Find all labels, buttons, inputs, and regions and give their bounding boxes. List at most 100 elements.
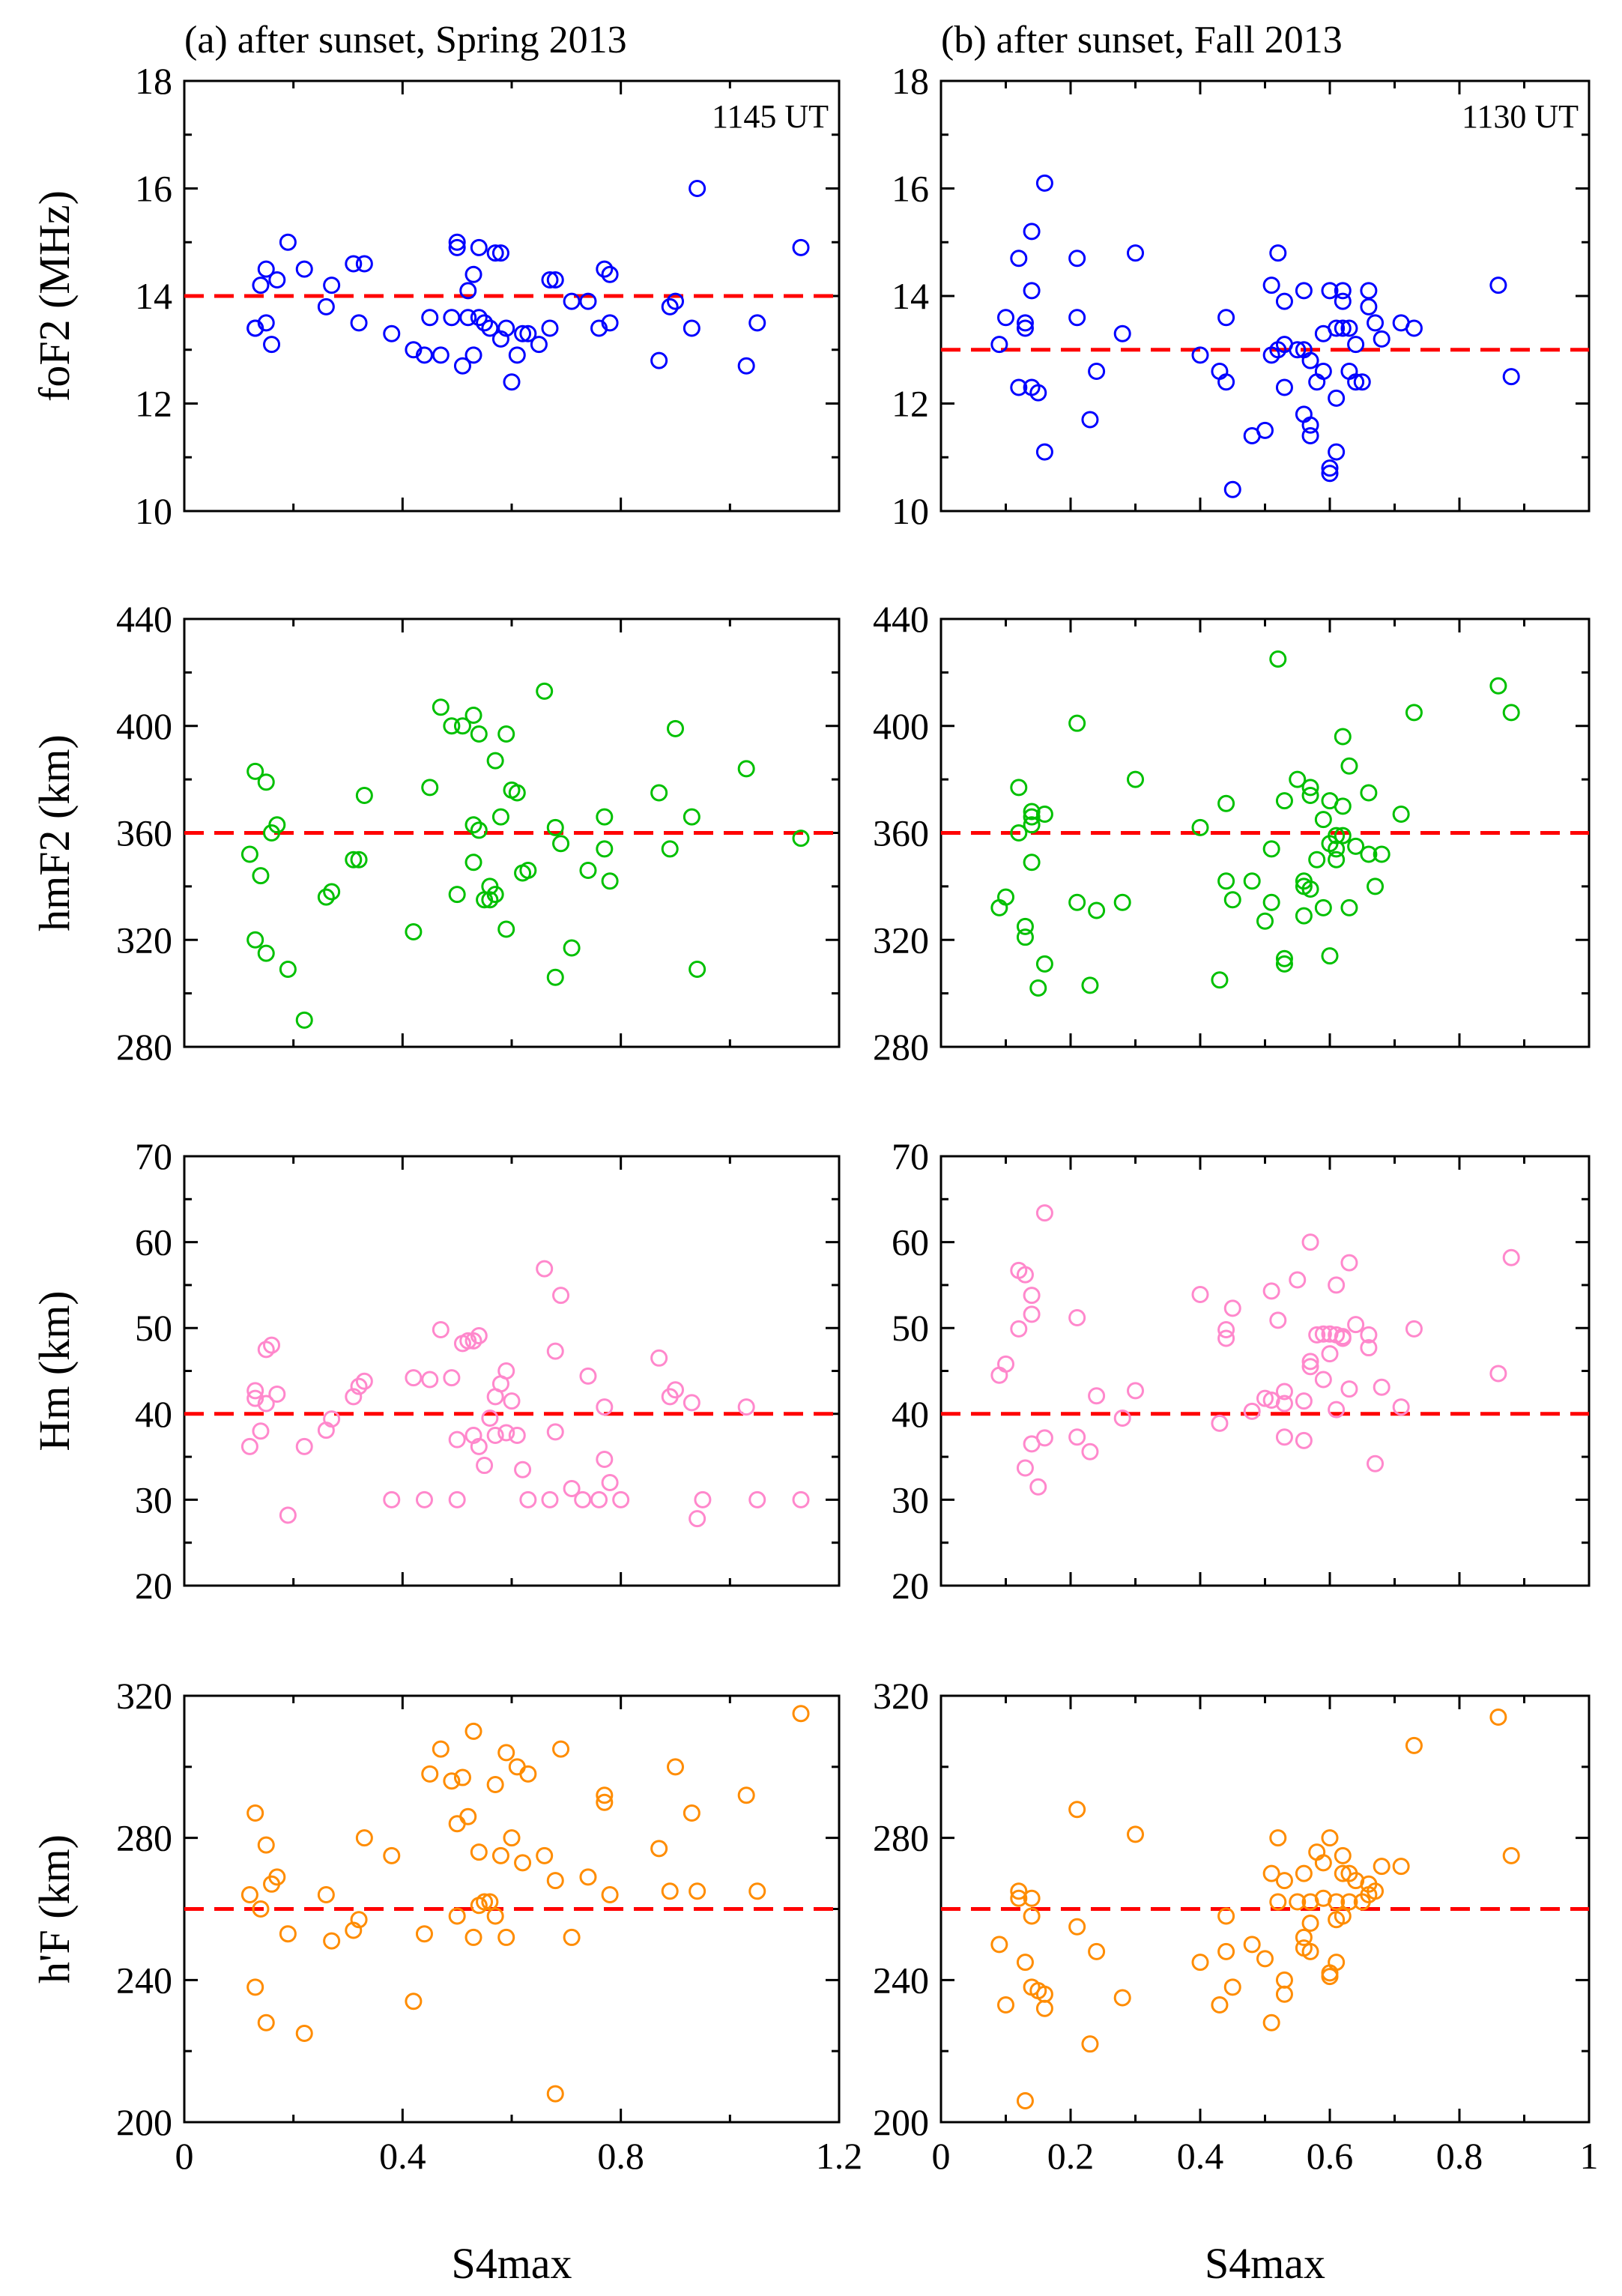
data-point xyxy=(405,1369,423,1387)
data-point xyxy=(1334,827,1352,845)
data-point xyxy=(1223,891,1241,909)
data-point xyxy=(508,784,526,802)
y-tick-label: 360 xyxy=(873,812,929,854)
data-point xyxy=(1367,877,1385,895)
data-point xyxy=(1088,901,1106,919)
data-point xyxy=(355,1372,373,1390)
data-point xyxy=(1328,1401,1346,1419)
chart-panel-left-3: 200 240 280 320 0 0.4 0.8 1.2 h'F (km) S4max xyxy=(30,1675,862,2288)
data-point xyxy=(1275,1985,1293,2003)
data-point xyxy=(497,1744,515,1762)
data-point xyxy=(997,309,1014,327)
data-point xyxy=(268,1868,286,1886)
data-point xyxy=(263,336,281,354)
data-point xyxy=(1275,1428,1293,1446)
data-point xyxy=(491,330,509,348)
data-point xyxy=(1301,787,1319,805)
data-point xyxy=(601,265,619,283)
y-tick-label: 320 xyxy=(116,1675,172,1717)
data-point xyxy=(1010,779,1028,797)
data-point xyxy=(667,719,684,737)
data-point xyxy=(246,931,264,949)
data-point xyxy=(541,1490,559,1508)
data-point xyxy=(1217,1942,1235,1960)
data-point xyxy=(257,1836,275,1854)
data-point xyxy=(579,1868,597,1886)
y-axis-title: hmF2 (km) xyxy=(30,734,79,931)
data-point xyxy=(737,760,755,778)
data-point xyxy=(1010,1320,1028,1338)
data-point xyxy=(1016,1266,1034,1284)
y-tick-label: 320 xyxy=(873,919,929,961)
data-point xyxy=(246,1804,264,1822)
data-point xyxy=(443,1369,461,1387)
data-point xyxy=(1256,912,1274,930)
data-point xyxy=(1035,1204,1053,1222)
data-point xyxy=(257,1395,275,1413)
data-point xyxy=(689,1882,706,1900)
data-point xyxy=(1023,816,1041,834)
data-point xyxy=(295,260,313,278)
data-point xyxy=(1502,704,1520,722)
data-point xyxy=(1502,1248,1520,1266)
data-point xyxy=(1334,797,1352,815)
data-point xyxy=(1223,1978,1241,1996)
data-point xyxy=(355,255,373,273)
data-point xyxy=(323,1932,341,1950)
data-point xyxy=(1328,851,1346,868)
data-point xyxy=(1360,784,1378,802)
y-tick-label: 60 xyxy=(135,1221,172,1263)
data-point xyxy=(486,244,504,262)
y-axis-title: Hm (km) xyxy=(30,1290,79,1451)
y-tick-label: 14 xyxy=(892,275,929,317)
data-point xyxy=(1256,421,1274,439)
data-point xyxy=(596,1398,614,1416)
data-point xyxy=(689,180,706,197)
data-point xyxy=(1301,1914,1319,1932)
data-point xyxy=(421,1765,439,1783)
data-point xyxy=(1367,1882,1385,1900)
data-point xyxy=(1275,292,1293,310)
data-point xyxy=(1262,893,1280,911)
data-point xyxy=(1301,880,1319,898)
data-point xyxy=(546,1423,564,1441)
data-point xyxy=(1068,250,1086,268)
data-point xyxy=(448,233,466,251)
data-point xyxy=(1314,1854,1332,1872)
data-point xyxy=(257,1341,275,1359)
y-tick-label: 240 xyxy=(116,1959,172,2001)
data-point xyxy=(1081,411,1099,429)
data-point xyxy=(464,265,482,283)
data-point xyxy=(546,271,564,288)
data-point xyxy=(1334,728,1352,746)
data-point xyxy=(295,1437,313,1455)
data-point xyxy=(1023,803,1041,821)
data-point xyxy=(1347,373,1365,391)
data-point xyxy=(601,1886,619,1904)
data-point xyxy=(1295,1392,1313,1410)
y-tick-label: 14 xyxy=(135,275,172,317)
data-point xyxy=(1328,389,1346,407)
data-point xyxy=(1334,1864,1352,1882)
data-point xyxy=(459,1807,477,1825)
data-point xyxy=(1191,1954,1209,1972)
data-point xyxy=(443,1772,461,1790)
data-point xyxy=(1243,1936,1261,1954)
data-point xyxy=(579,861,597,879)
data-point xyxy=(792,1490,810,1508)
data-point xyxy=(1275,955,1293,973)
data-point xyxy=(503,1829,521,1847)
data-point xyxy=(596,1786,614,1804)
data-point xyxy=(1360,845,1378,863)
y-tick-label: 40 xyxy=(892,1393,929,1435)
data-point xyxy=(1340,1254,1358,1272)
data-point xyxy=(257,314,275,332)
data-point xyxy=(1068,893,1086,911)
y-tick-label: 280 xyxy=(873,1817,929,1859)
data-point xyxy=(263,1336,281,1354)
y-tick-label: 280 xyxy=(116,1026,172,1068)
data-point xyxy=(240,845,258,863)
data-point xyxy=(1489,1365,1507,1383)
chart-panel-right-3: 200 240 280 320 0 0.2 0.4 0.6 0.8 1 S4max xyxy=(873,1675,1599,2288)
data-point xyxy=(563,1480,581,1498)
